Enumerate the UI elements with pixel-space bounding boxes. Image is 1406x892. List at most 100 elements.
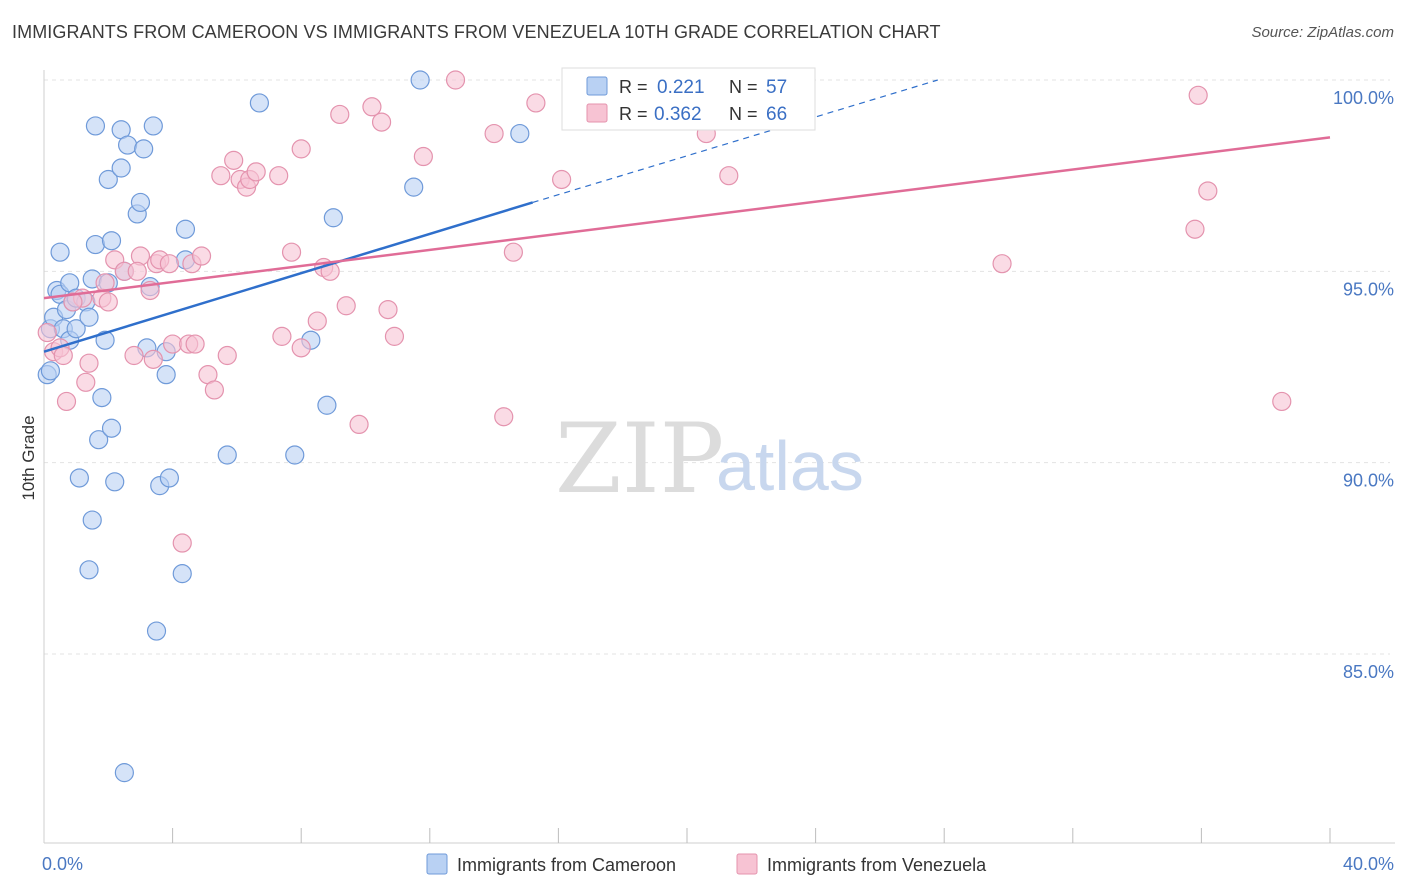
point-blue-40 — [143, 116, 163, 136]
y-tick-label-90: 90.0% — [1343, 471, 1394, 491]
x-tick-label-40: 40.0% — [1343, 854, 1394, 874]
point-blue-37 — [134, 139, 154, 159]
stats-n-label-venezuela: N = — [729, 104, 758, 124]
point-pink-36 — [272, 326, 292, 346]
points-layer — [37, 70, 1292, 783]
point-blue-13 — [66, 319, 86, 339]
point-pink-16 — [143, 349, 163, 369]
point-blue-1 — [40, 361, 61, 381]
point-pink-20 — [163, 334, 183, 354]
point-blue-34 — [117, 135, 138, 155]
point-pink-13 — [124, 345, 144, 366]
point-blue-14 — [69, 468, 89, 488]
point-blue-18 — [82, 510, 102, 530]
stats-n-label-cameroon: N = — [729, 77, 758, 97]
point-pink-3 — [53, 345, 73, 366]
point-pink-47 — [371, 112, 392, 132]
legend-swatch-cameroon — [426, 853, 448, 875]
trendline-blue-extension — [532, 79, 938, 204]
point-pink-56 — [552, 169, 572, 190]
point-pink-37 — [281, 242, 302, 262]
point-blue-22 — [89, 430, 109, 450]
legend-label-venezuela: Immigrants from Venezuela — [767, 855, 987, 875]
watermark-atlas: atlas — [716, 427, 864, 505]
stats-n-value-venezuela: 66 — [766, 104, 787, 125]
point-pink-27 — [204, 380, 224, 400]
point-blue-27 — [101, 231, 122, 251]
point-blue-46 — [172, 564, 192, 584]
trendline-pink — [43, 136, 1331, 300]
watermark: ZIP atlas — [555, 403, 864, 515]
point-blue-30 — [111, 158, 131, 178]
chart-source: Source: ZipAtlas.com — [1251, 24, 1394, 41]
point-pink-34 — [246, 162, 266, 182]
point-blue-6 — [50, 242, 70, 262]
point-blue-28 — [101, 418, 122, 438]
chart-title: IMMIGRANTS FROM CAMEROON VS IMMIGRANTS F… — [12, 22, 941, 42]
point-pink-61 — [1188, 85, 1208, 105]
point-blue-36 — [130, 192, 151, 213]
point-blue-26 — [98, 169, 118, 190]
point-blue-45 — [159, 468, 179, 488]
point-blue-56 — [410, 70, 430, 90]
point-pink-10 — [98, 292, 118, 312]
point-blue-54 — [323, 208, 343, 228]
point-blue-23 — [92, 388, 112, 408]
point-pink-0 — [37, 322, 57, 343]
stats-swatch-venezuela — [586, 103, 608, 123]
point-pink-29 — [217, 345, 237, 366]
point-blue-43 — [156, 365, 176, 385]
point-pink-54 — [503, 242, 523, 262]
trendline-blue — [43, 201, 534, 353]
y-tick-label-100: 100.0% — [1333, 88, 1394, 108]
point-blue-17 — [79, 307, 99, 327]
stats-r-value-venezuela: 0.362 — [654, 104, 702, 125]
point-pink-58 — [719, 166, 739, 186]
point-pink-53 — [494, 407, 514, 427]
point-pink-51 — [445, 70, 466, 90]
point-pink-4 — [56, 391, 77, 412]
point-pink-43 — [330, 104, 350, 125]
point-blue-21 — [85, 116, 106, 136]
point-pink-25 — [191, 246, 212, 266]
point-pink-35 — [269, 166, 289, 186]
stats-r-label-cameroon: R = — [619, 77, 648, 97]
point-pink-48 — [378, 300, 398, 320]
point-pink-19 — [159, 254, 179, 274]
point-pink-9 — [95, 273, 115, 293]
point-pink-45 — [349, 414, 369, 434]
point-pink-6 — [76, 372, 96, 392]
point-blue-49 — [217, 445, 237, 465]
point-pink-46 — [362, 97, 382, 117]
point-blue-51 — [285, 445, 305, 465]
stats-box: R = 0.221 N = 57 R = 0.362 N = 66 — [561, 67, 816, 131]
point-pink-30 — [224, 150, 244, 170]
legend-swatch-venezuela — [736, 853, 758, 875]
stats-r-label-venezuela: R = — [619, 104, 648, 124]
point-pink-55 — [526, 93, 546, 113]
point-pink-24 — [185, 334, 205, 354]
point-blue-47 — [175, 219, 196, 239]
legend: Immigrants from Cameroon Immigrants from… — [426, 853, 987, 875]
point-blue-41 — [146, 621, 167, 641]
stats-r-value-cameroon: 0.221 — [657, 77, 705, 98]
point-blue-50 — [249, 93, 270, 113]
point-pink-65 — [127, 261, 147, 281]
point-blue-29 — [105, 472, 125, 492]
point-pink-21 — [172, 533, 192, 553]
point-pink-64 — [63, 292, 83, 312]
stats-n-value-cameroon: 57 — [766, 77, 787, 98]
y-tick-label-95: 95.0% — [1343, 279, 1394, 299]
point-blue-53 — [317, 395, 337, 415]
point-pink-52 — [484, 123, 504, 144]
point-pink-28 — [211, 166, 231, 186]
point-pink-60 — [1185, 219, 1205, 239]
point-blue-57 — [510, 123, 530, 144]
point-pink-44 — [336, 296, 356, 316]
y-tick-label-85: 85.0% — [1343, 662, 1394, 682]
point-blue-32 — [114, 763, 134, 783]
point-pink-7 — [79, 353, 99, 373]
point-pink-59 — [992, 254, 1012, 274]
legend-label-cameroon: Immigrants from Cameroon — [457, 855, 676, 875]
